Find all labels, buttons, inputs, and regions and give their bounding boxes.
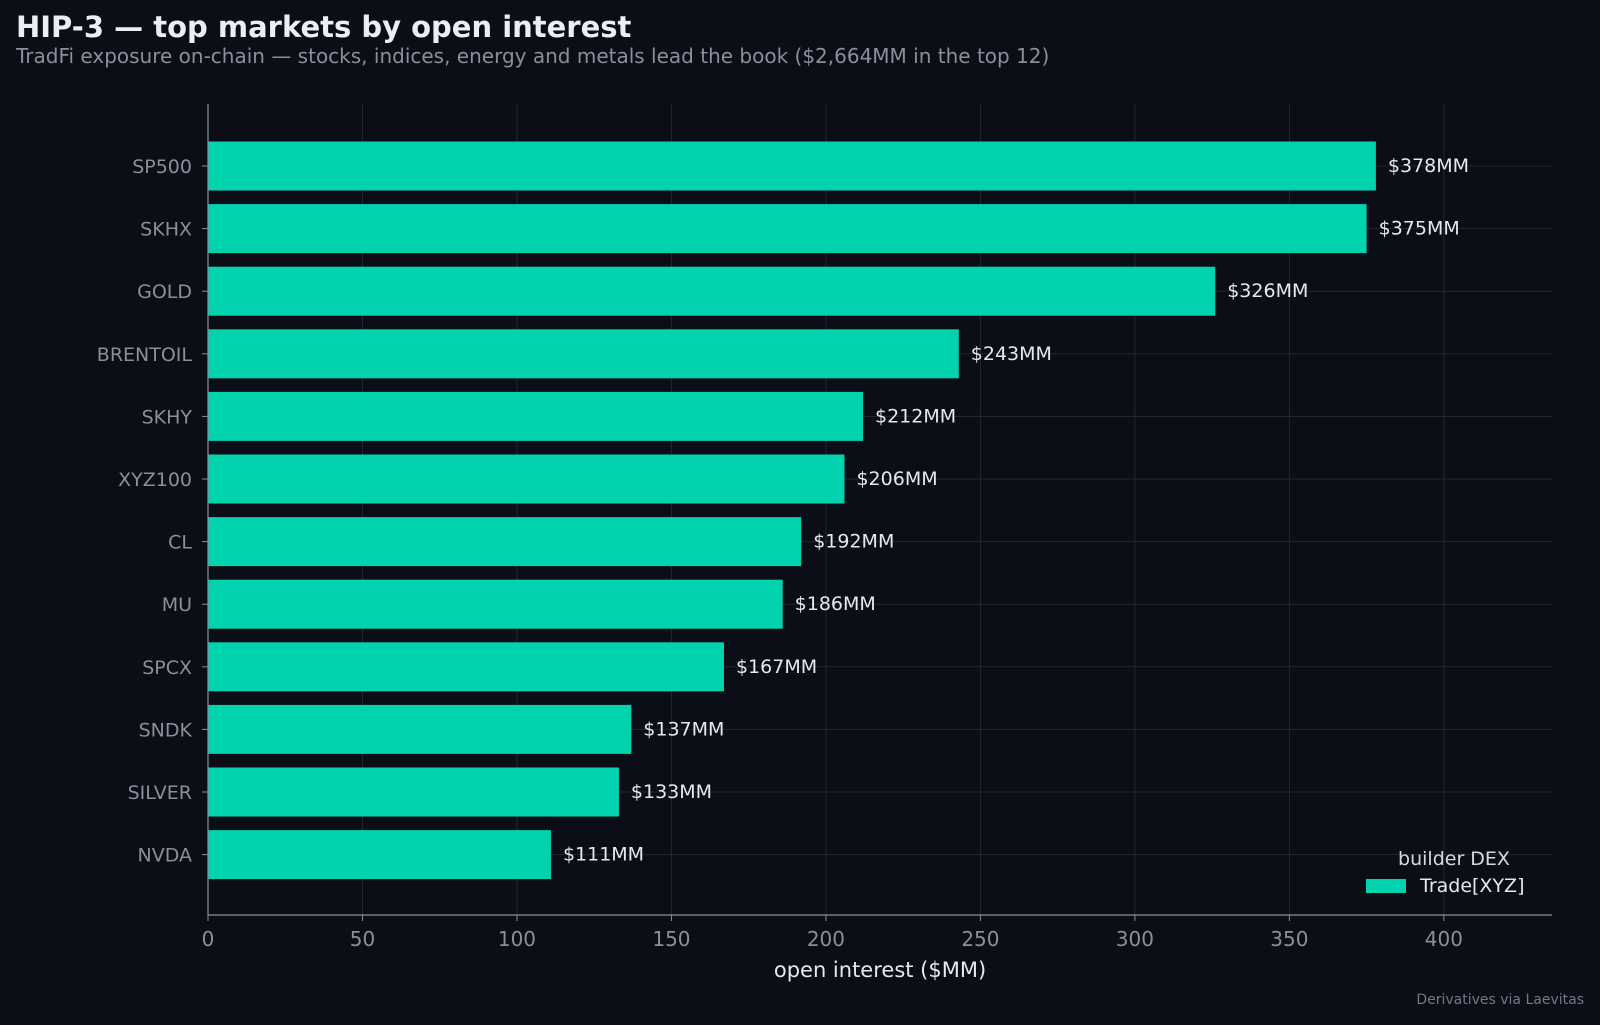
chart-subtitle: TradFi exposure on-chain — stocks, indic… [16, 44, 1050, 68]
x-tick-label: 0 [202, 927, 215, 951]
data-label: $133MM [631, 781, 712, 803]
data-label: $137MM [643, 718, 724, 740]
bar [208, 266, 1216, 316]
category-label: SNDK [139, 719, 193, 741]
category-label: SP500 [132, 156, 192, 178]
bar [208, 141, 1376, 191]
category-label: SILVER [128, 782, 192, 804]
x-tick-label: 300 [1116, 927, 1154, 951]
category-label: GOLD [137, 281, 192, 303]
legend-label: Trade[XYZ] [1420, 875, 1525, 897]
x-tick-label: 250 [961, 927, 999, 951]
x-tick-label: 400 [1425, 927, 1463, 951]
bar [208, 704, 632, 754]
legend-swatch [1366, 879, 1406, 893]
x-tick-label: 50 [350, 927, 375, 951]
category-label: SPCX [142, 657, 192, 679]
bar [208, 579, 783, 629]
data-label: $192MM [813, 531, 894, 553]
bar [208, 642, 724, 692]
bar [208, 454, 845, 504]
source-credit: Derivatives via Laevitas [1416, 992, 1584, 1008]
category-label: NVDA [137, 845, 192, 867]
data-label: $111MM [563, 844, 644, 866]
data-label: $378MM [1388, 155, 1469, 177]
category-label: SKHY [142, 406, 193, 428]
category-label: BRENTOIL [97, 344, 193, 366]
x-axis-label: open interest ($MM) [774, 958, 986, 982]
data-label: $243MM [971, 343, 1052, 365]
bar [208, 830, 551, 880]
bar [208, 391, 864, 441]
x-tick-label: 100 [498, 927, 536, 951]
chart-title: HIP-3 — top markets by open interest [16, 10, 632, 44]
data-label: $375MM [1379, 218, 1460, 240]
data-label: $206MM [856, 468, 937, 490]
bar [208, 517, 802, 567]
bar [208, 204, 1367, 254]
legend: builder DEX Trade[XYZ] [1366, 848, 1536, 897]
data-label: $326MM [1227, 280, 1308, 302]
x-tick-label: 200 [807, 927, 845, 951]
bar [208, 329, 959, 379]
bar [208, 767, 619, 817]
data-label: $167MM [736, 656, 817, 678]
category-label: MU [162, 594, 192, 616]
category-label: XYZ100 [118, 469, 192, 491]
x-tick-label: 350 [1270, 927, 1308, 951]
x-tick-label: 150 [652, 927, 690, 951]
data-label: $212MM [875, 405, 956, 427]
legend-title: builder DEX [1398, 848, 1510, 870]
category-label: SKHX [140, 219, 192, 241]
data-label: $186MM [795, 593, 876, 615]
legend-item: Trade[XYZ] [1366, 875, 1536, 897]
category-label: CL [168, 532, 192, 554]
